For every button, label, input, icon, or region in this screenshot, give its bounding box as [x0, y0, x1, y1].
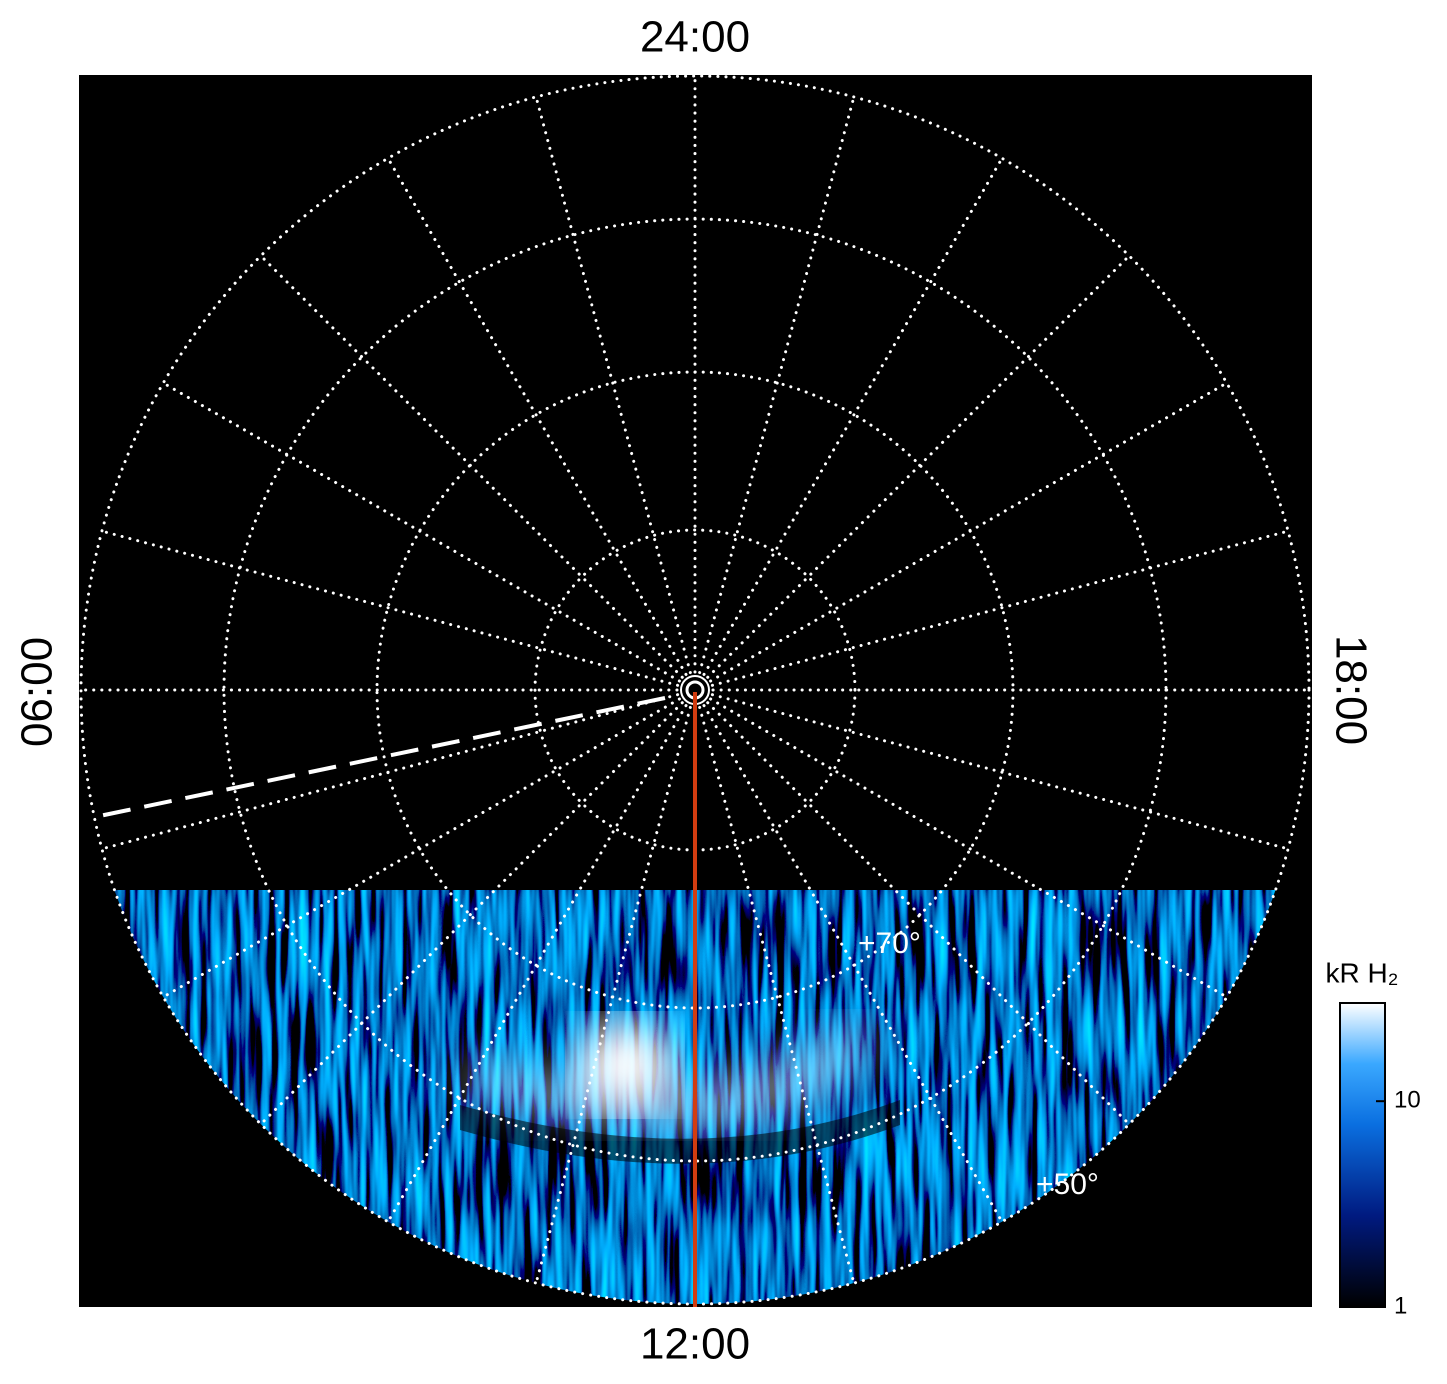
- lt-label-top: 24:00: [640, 13, 750, 62]
- colorbar-tick-label: 10: [1394, 1087, 1421, 1114]
- lt-label-bottom: 12:00: [640, 1320, 750, 1369]
- colorbar-label: kR H₂: [1325, 957, 1398, 988]
- dashed-meridian: [89, 696, 666, 820]
- latitude-label: +70°: [858, 927, 921, 960]
- colorbar: [1339, 1002, 1386, 1308]
- lt-label-left: 06:00: [13, 637, 62, 747]
- lt-label-right: 18:00: [1326, 635, 1375, 745]
- latitude-label: +50°: [1036, 1168, 1099, 1201]
- colorbar-tick-label: 1: [1394, 1292, 1407, 1319]
